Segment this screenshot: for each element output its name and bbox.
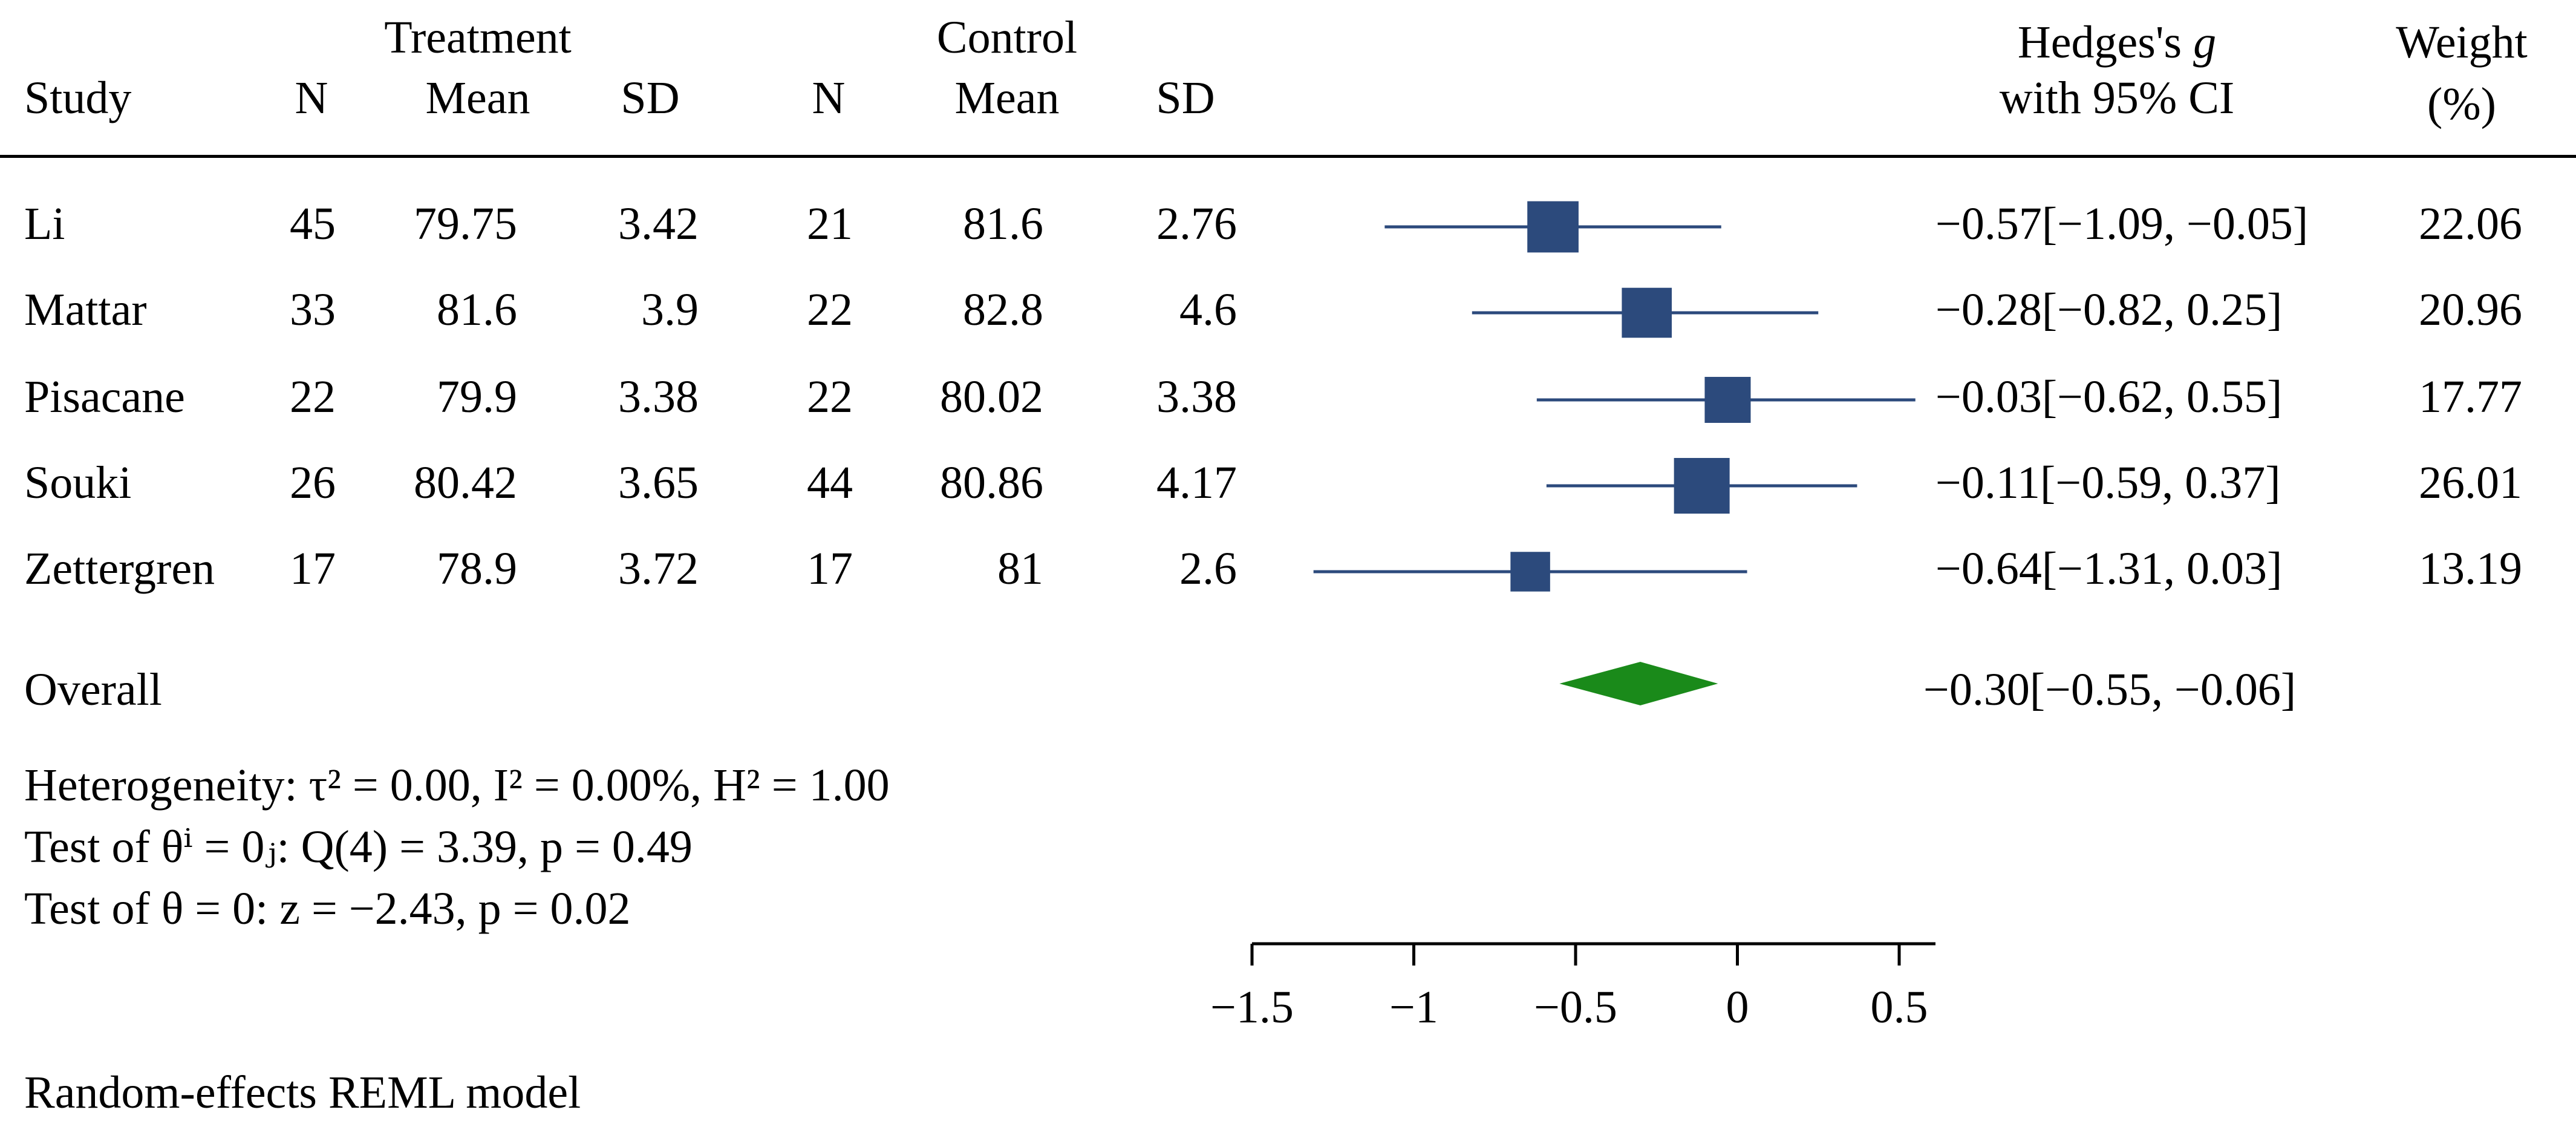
header-control-n: N: [812, 73, 846, 123]
effect-marker: [1674, 458, 1730, 514]
cell-control-n: 22: [807, 284, 853, 335]
cell-treatment-mean: 79.75: [414, 198, 517, 249]
header-effect-line1: Hedges's g: [1935, 19, 2298, 65]
effect-marker: [1704, 376, 1751, 423]
cell-treatment-n: 17: [290, 543, 336, 594]
cell-study: Pisacane: [24, 371, 185, 422]
effect-header-text: Hedges's g: [2017, 17, 2217, 68]
cell-ci-text: −0.64[−1.31, 0.03]: [1935, 543, 2283, 594]
cell-control-mean: 80.86: [940, 457, 1043, 508]
cell-treatment-mean: 79.9: [437, 371, 517, 422]
heterogeneity-text: Heterogeneity: τ² = 0.00, I² = 0.00%, H²…: [24, 760, 890, 811]
test-thetai-text: Test of θⁱ = 0ⱼ: Q(4) = 3.39, p = 0.49: [24, 822, 693, 872]
header-rule: [0, 155, 2576, 158]
model-note: Random-effects REML model: [24, 1067, 581, 1118]
overall-ci-text: −0.30[−0.55, −0.06]: [1923, 664, 2297, 715]
cell-control-n: 21: [807, 198, 853, 249]
cell-weight: 26.01: [2419, 457, 2522, 508]
cell-control-mean: 81.6: [963, 198, 1043, 249]
cell-control-sd: 4.17: [1156, 457, 1237, 508]
cell-treatment-n: 45: [290, 198, 336, 249]
cell-ci-text: −0.03[−0.62, 0.55]: [1935, 371, 2283, 422]
cell-treatment-n: 22: [290, 371, 336, 422]
header-treatment-sd: SD: [621, 73, 680, 123]
cell-control-mean: 81: [997, 543, 1043, 594]
cell-treatment-sd: 3.72: [618, 543, 699, 594]
cell-treatment-n: 33: [290, 284, 336, 335]
cell-control-sd: 2.6: [1179, 543, 1237, 594]
header-weight-line1: Weight: [2396, 17, 2528, 68]
cell-treatment-mean: 78.9: [437, 543, 517, 594]
cell-weight: 22.06: [2419, 198, 2522, 249]
header-control-sd: SD: [1156, 73, 1215, 123]
overall-label: Overall: [24, 664, 162, 715]
cell-treatment-sd: 3.65: [618, 457, 699, 508]
cell-control-n: 44: [807, 457, 853, 508]
header-weight-line2: (%): [2427, 79, 2496, 129]
cell-ci-text: −0.11[−0.59, 0.37]: [1935, 457, 2281, 508]
cell-treatment-mean: 81.6: [437, 284, 517, 335]
x-tick-label: −1: [1389, 982, 1438, 1033]
cell-study: Zettergren: [24, 543, 215, 594]
cell-study: Souki: [24, 457, 132, 508]
x-tick-label: −1.5: [1210, 982, 1294, 1033]
header-treatment: Treatment: [384, 12, 572, 63]
x-tick-label: −0.5: [1534, 982, 1617, 1033]
header-study: Study: [24, 73, 132, 123]
effect-marker: [1622, 287, 1672, 338]
header-treatment-n: N: [295, 73, 328, 123]
cell-treatment-sd: 3.38: [618, 371, 699, 422]
test-theta-text: Test of θ = 0: z = −2.43, p = 0.02: [24, 883, 631, 934]
cell-treatment-n: 26: [290, 457, 336, 508]
cell-treatment-sd: 3.9: [641, 284, 699, 335]
cell-weight: 17.77: [2419, 371, 2522, 422]
cell-weight: 13.19: [2419, 543, 2522, 594]
effect-marker: [1510, 552, 1550, 592]
overall-diamond: [1559, 662, 1718, 705]
cell-control-n: 22: [807, 371, 853, 422]
cell-ci-text: −0.28[−0.82, 0.25]: [1935, 284, 2283, 335]
header-treatment-mean: Mean: [425, 73, 530, 123]
cell-control-mean: 82.8: [963, 284, 1043, 335]
header-effect-line2: with 95% CI: [1999, 73, 2235, 123]
cell-control-sd: 3.38: [1156, 371, 1237, 422]
header-control: Control: [936, 12, 1078, 63]
cell-weight: 20.96: [2419, 284, 2522, 335]
cell-study: Mattar: [24, 284, 147, 335]
cell-study: Li: [24, 198, 65, 249]
cell-ci-text: −0.57[−1.09, −0.05]: [1935, 198, 2309, 249]
cell-treatment-mean: 80.42: [414, 457, 517, 508]
cell-control-n: 17: [807, 543, 853, 594]
cell-control-sd: 4.6: [1179, 284, 1237, 335]
cell-control-sd: 2.76: [1156, 198, 1237, 249]
cell-treatment-sd: 3.42: [618, 198, 699, 249]
x-tick-label: 0: [1726, 982, 1749, 1033]
x-tick-label: 0.5: [1871, 982, 1928, 1033]
effect-marker: [1527, 201, 1579, 253]
cell-control-mean: 80.02: [940, 371, 1043, 422]
header-control-mean: Mean: [954, 73, 1060, 123]
